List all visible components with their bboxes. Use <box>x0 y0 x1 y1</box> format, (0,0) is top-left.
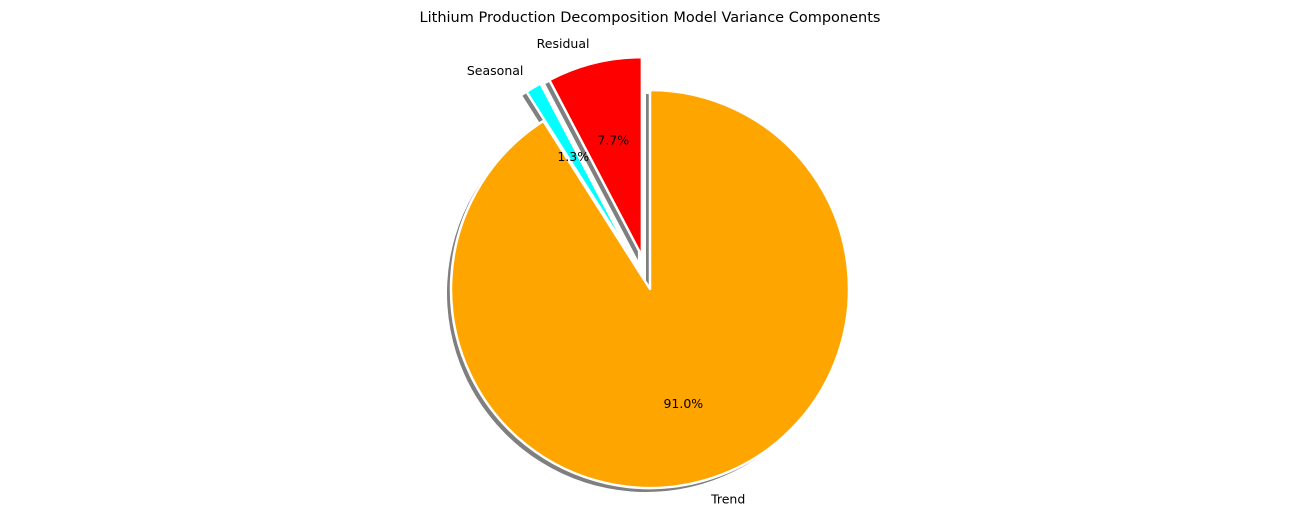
chart-title: Lithium Production Decomposition Model V… <box>420 10 881 26</box>
pie-labels: Trend 91.0% Seasonal 1.3% Residual 7.7% <box>467 36 745 507</box>
slice-residual <box>548 55 644 258</box>
pie-slices <box>449 55 851 490</box>
pct-label-residual: 7.7% <box>597 133 629 148</box>
label-residual: Residual <box>537 36 590 51</box>
pct-label-seasonal: 1.3% <box>557 149 589 164</box>
slice-trend <box>449 88 851 490</box>
label-seasonal: Seasonal <box>467 63 524 78</box>
slice-seasonal <box>525 82 635 261</box>
label-trend: Trend <box>710 492 745 507</box>
pct-label-trend: 91.0% <box>663 396 703 411</box>
